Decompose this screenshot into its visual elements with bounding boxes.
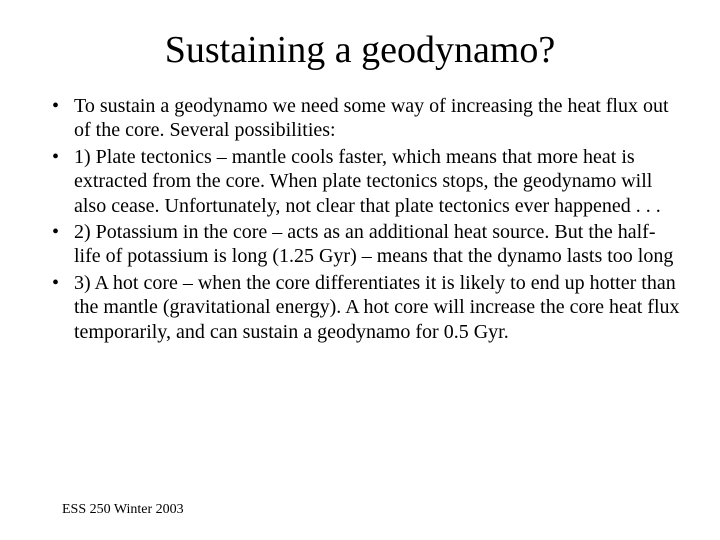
slide: Sustaining a geodynamo? To sustain a geo… <box>0 0 720 540</box>
slide-footer: ESS 250 Winter 2003 <box>62 502 184 518</box>
list-item: 1) Plate tectonics – mantle cools faster… <box>46 145 680 218</box>
slide-title: Sustaining a geodynamo? <box>40 28 680 72</box>
bullet-list: To sustain a geodynamo we need some way … <box>46 94 680 344</box>
list-item: 2) Potassium in the core – acts as an ad… <box>46 220 680 269</box>
list-item: 3) A hot core – when the core differenti… <box>46 271 680 344</box>
list-item: To sustain a geodynamo we need some way … <box>46 94 680 143</box>
